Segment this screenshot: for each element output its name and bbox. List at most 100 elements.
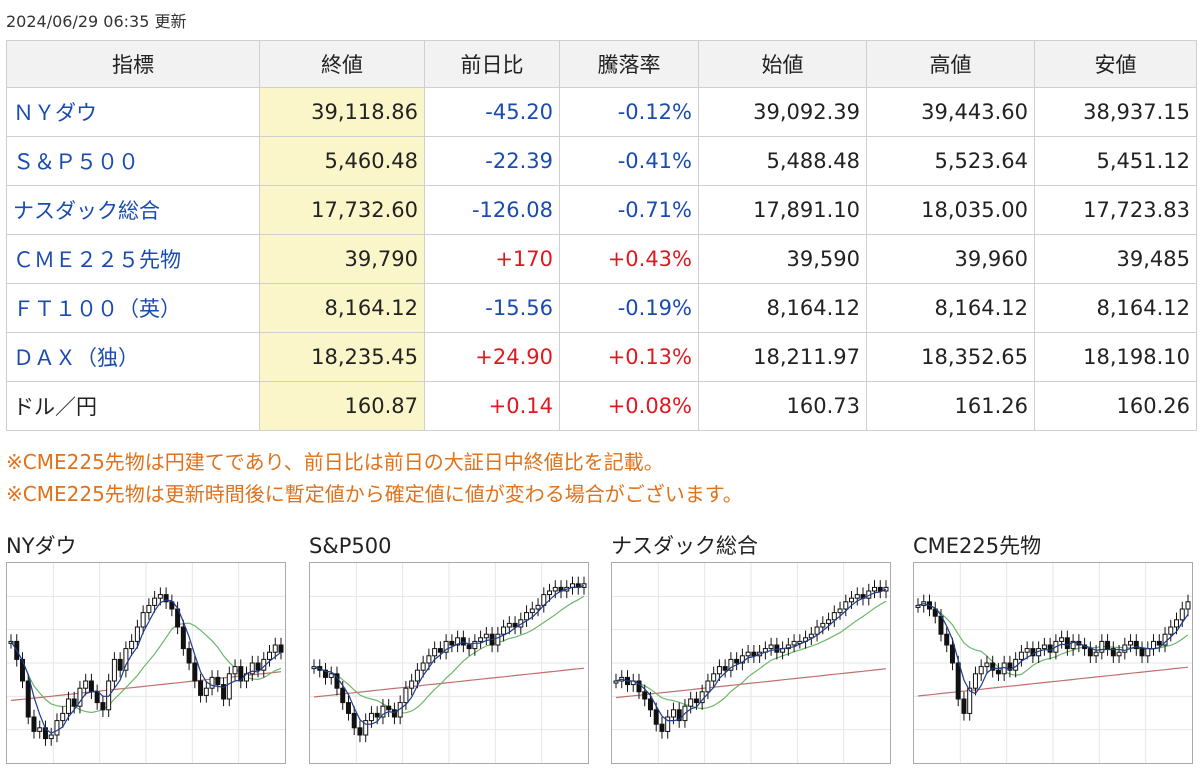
candle-body: [1122, 644, 1128, 653]
ma-short-line: [917, 602, 1189, 695]
candle-body: [123, 648, 129, 671]
candle-body: [1185, 601, 1191, 610]
candle-body: [613, 680, 619, 684]
index-link[interactable]: ナスダック総合: [13, 199, 160, 223]
header-cell: 高値: [866, 40, 1035, 88]
cell-change: +170: [424, 234, 560, 284]
candle-body: [192, 662, 198, 682]
candle-body: [843, 601, 849, 610]
cell-close: 8,164.12: [259, 283, 425, 333]
candle-body: [854, 594, 860, 599]
chart-panel[interactable]: [309, 562, 589, 764]
index-link[interactable]: ＣＭＥ２２５先物: [13, 248, 181, 272]
candle-body: [642, 691, 648, 700]
candle-body: [1179, 608, 1185, 621]
index-link[interactable]: ＦＴ１００（英）: [13, 297, 181, 321]
candle-body: [739, 655, 745, 664]
candle-body: [581, 583, 587, 588]
candle-body: [1059, 637, 1065, 642]
index-name: ＮＹダウ: [6, 87, 260, 137]
candle-body: [238, 666, 244, 682]
candle-body: [1099, 640, 1105, 653]
candle-body: [60, 712, 66, 722]
candle-body: [31, 716, 37, 732]
table-row[interactable]: ＤＡＸ（独） 18,235.45 +24.90 +0.13% 18,211.97 18,3…: [6, 332, 1197, 382]
candle-body: [1024, 648, 1030, 653]
index-name: ＣＭＥ２２５先物: [6, 234, 260, 284]
candle-body: [978, 666, 984, 675]
header-cell: 始値: [698, 40, 867, 88]
cell-low: 5,451.12: [1034, 136, 1197, 186]
table-row[interactable]: ＮＹダウ 39,118.86 -45.20 -0.12% 39,092.39 39,443…: [6, 87, 1197, 137]
candle-body: [374, 712, 380, 718]
index-name: ＤＡＸ（独）: [6, 332, 260, 382]
index-link[interactable]: ＤＡＸ（独）: [13, 346, 139, 370]
candle-body: [676, 709, 682, 722]
candle-body: [215, 676, 221, 686]
index-link[interactable]: ＮＹダウ: [13, 101, 97, 125]
chart-nydow[interactable]: NYダウ: [6, 530, 286, 764]
table-row[interactable]: ナスダック総合 17,732.60 -126.08 -0.71% 17,891.10 18…: [6, 185, 1197, 235]
candle-body: [722, 666, 728, 671]
candle-body: [94, 691, 100, 704]
cell-high: 18,352.65: [866, 332, 1035, 382]
candle-body: [100, 702, 106, 711]
candle-body: [734, 658, 740, 664]
chart-panel[interactable]: [913, 562, 1193, 764]
chart-panel[interactable]: [611, 562, 891, 764]
candle-body: [670, 709, 676, 718]
table-row[interactable]: ＣＭＥ２２５先物 39,790 +170 +0.43% 39,590 39,960 39,4…: [6, 234, 1197, 284]
candle-body: [877, 586, 883, 592]
candle-body: [1128, 640, 1134, 646]
candle-body: [221, 684, 227, 700]
cell-high: 18,035.00: [866, 185, 1035, 235]
notes: ※CME225先物は円建てであり、前日比は前日の大証日中終値比を記載。 ※CME…: [6, 446, 743, 510]
market-table: 指標 終値 前日比 騰落率 始値 高値 安値 ＮＹダウ 39,118.86 -45.…: [6, 40, 1197, 431]
chart-sp500[interactable]: S&P500: [309, 530, 589, 764]
chart-title: CME225先物: [913, 534, 1042, 558]
ma-short-line: [313, 585, 585, 725]
chart-cme225[interactable]: CME225先物: [913, 530, 1193, 764]
candle-body: [1070, 640, 1076, 650]
chart-nasdaq[interactable]: ナスダック総合: [611, 530, 891, 764]
ma-long-line: [615, 668, 887, 699]
chart-title: ナスダック総合: [611, 534, 758, 558]
ma-short-line: [10, 599, 282, 734]
ma-mid-line: [313, 595, 585, 714]
candle-body: [391, 709, 397, 718]
cell-rate: -0.41%: [559, 136, 699, 186]
candle-body: [972, 673, 978, 689]
index-link[interactable]: Ｓ＆Ｐ５００: [13, 150, 139, 174]
candlestick-chart: [7, 563, 285, 763]
candle-body: [437, 648, 443, 653]
candle-body: [915, 604, 921, 608]
candle-body: [345, 702, 351, 714]
cell-change: +24.90: [424, 332, 560, 382]
candle-body: [71, 698, 77, 707]
candle-body: [883, 586, 889, 592]
candle-body: [955, 662, 961, 700]
candle-body: [944, 633, 950, 646]
table-row[interactable]: ＦＴ１００（英） 8,164.12 -15.56 -0.19% 8,164.12 8,16…: [6, 283, 1197, 333]
candle-body: [368, 712, 374, 722]
candle-body: [659, 723, 665, 732]
candle-body: [478, 637, 484, 642]
candle-body: [814, 626, 820, 635]
candle-body: [328, 673, 334, 678]
candle-body: [255, 662, 261, 671]
candle-body: [180, 626, 186, 650]
candle-body: [1007, 662, 1013, 671]
candle-body: [386, 705, 392, 711]
cell-rate: -0.19%: [559, 283, 699, 333]
candle-body: [751, 651, 757, 657]
candle-body: [512, 622, 518, 628]
chart-panel[interactable]: [6, 562, 286, 764]
table-row[interactable]: Ｓ＆Ｐ５００ 5,460.48 -22.39 -0.41% 5,488.48 5,523.…: [6, 136, 1197, 186]
candle-body: [728, 658, 734, 671]
cell-rate: -0.12%: [559, 87, 699, 137]
cell-low: 17,723.83: [1034, 185, 1197, 235]
header-cell: 安値: [1034, 40, 1197, 88]
candle-body: [203, 687, 209, 696]
candle-body: [949, 644, 955, 664]
header-cell: 騰落率: [559, 40, 699, 88]
